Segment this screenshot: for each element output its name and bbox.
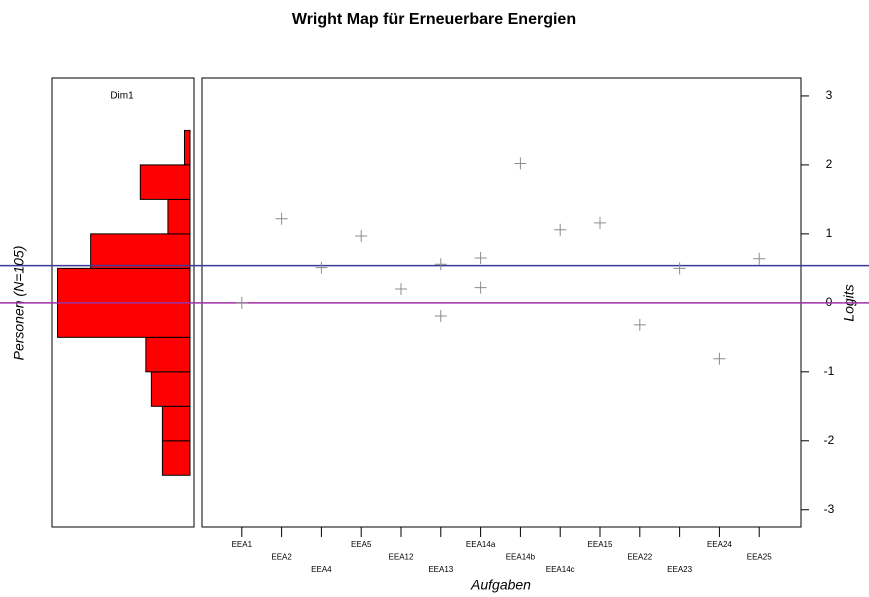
y-tick-label: -1 bbox=[824, 364, 835, 378]
point bbox=[355, 229, 368, 242]
x-tick-label: EEA14c bbox=[546, 565, 575, 574]
point bbox=[554, 223, 567, 236]
x-tick-label: EEA15 bbox=[588, 540, 613, 549]
x-tick-label: EEA22 bbox=[627, 553, 652, 562]
histogram-bar bbox=[57, 267, 191, 304]
point bbox=[673, 262, 686, 275]
histogram-bar bbox=[139, 164, 191, 200]
point bbox=[474, 281, 487, 294]
x-tick-label: EEA4 bbox=[311, 565, 332, 574]
x-tick-label: EEA14a bbox=[466, 540, 496, 549]
x-tick-label: EEA12 bbox=[389, 553, 414, 562]
x-tick-label: EEA5 bbox=[351, 540, 372, 549]
chart-title: Wright Map für Erneuerbare Energien bbox=[292, 11, 576, 28]
y-tick-label: -2 bbox=[824, 433, 835, 447]
y-tick-label: 1 bbox=[826, 226, 833, 240]
point bbox=[395, 283, 408, 296]
y-tick-label: 0 bbox=[826, 295, 833, 309]
x-tick-label: EEA14b bbox=[506, 553, 536, 562]
x-tick-label: EEA25 bbox=[747, 553, 772, 562]
histogram-bar bbox=[161, 405, 191, 442]
x-tick-label: EEA1 bbox=[232, 540, 253, 549]
panel-title: Dim1 bbox=[110, 91, 134, 102]
point bbox=[713, 352, 726, 365]
x-tick-label: EEA13 bbox=[428, 565, 453, 574]
point bbox=[434, 309, 447, 322]
histogram-bar bbox=[57, 302, 191, 338]
histogram-bar bbox=[183, 129, 191, 166]
point bbox=[594, 216, 607, 229]
point bbox=[235, 296, 248, 309]
y-tick-label: 2 bbox=[826, 157, 833, 171]
x-tick-label: EEA24 bbox=[707, 540, 732, 549]
x-axis-label: Aufgaben bbox=[470, 577, 531, 593]
histogram-bar bbox=[145, 336, 191, 373]
x-tick-label: EEA23 bbox=[667, 565, 692, 574]
histogram-bar bbox=[167, 198, 191, 235]
point bbox=[753, 252, 766, 265]
histogram-bar bbox=[150, 371, 191, 407]
histogram-bar bbox=[90, 233, 191, 269]
point bbox=[474, 252, 487, 265]
point bbox=[275, 212, 288, 225]
x-tick-label: EEA2 bbox=[271, 553, 292, 562]
point bbox=[434, 258, 447, 271]
point bbox=[514, 157, 527, 170]
y-tick-label: 3 bbox=[826, 88, 833, 102]
histogram-bar bbox=[161, 440, 191, 476]
point bbox=[633, 318, 646, 331]
y-tick-label: -3 bbox=[824, 502, 835, 516]
point bbox=[315, 261, 328, 274]
